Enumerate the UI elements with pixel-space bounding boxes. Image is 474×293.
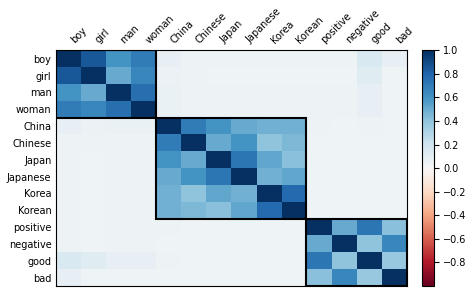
Bar [156,118,307,219]
Bar [307,219,407,286]
Bar [56,50,156,118]
